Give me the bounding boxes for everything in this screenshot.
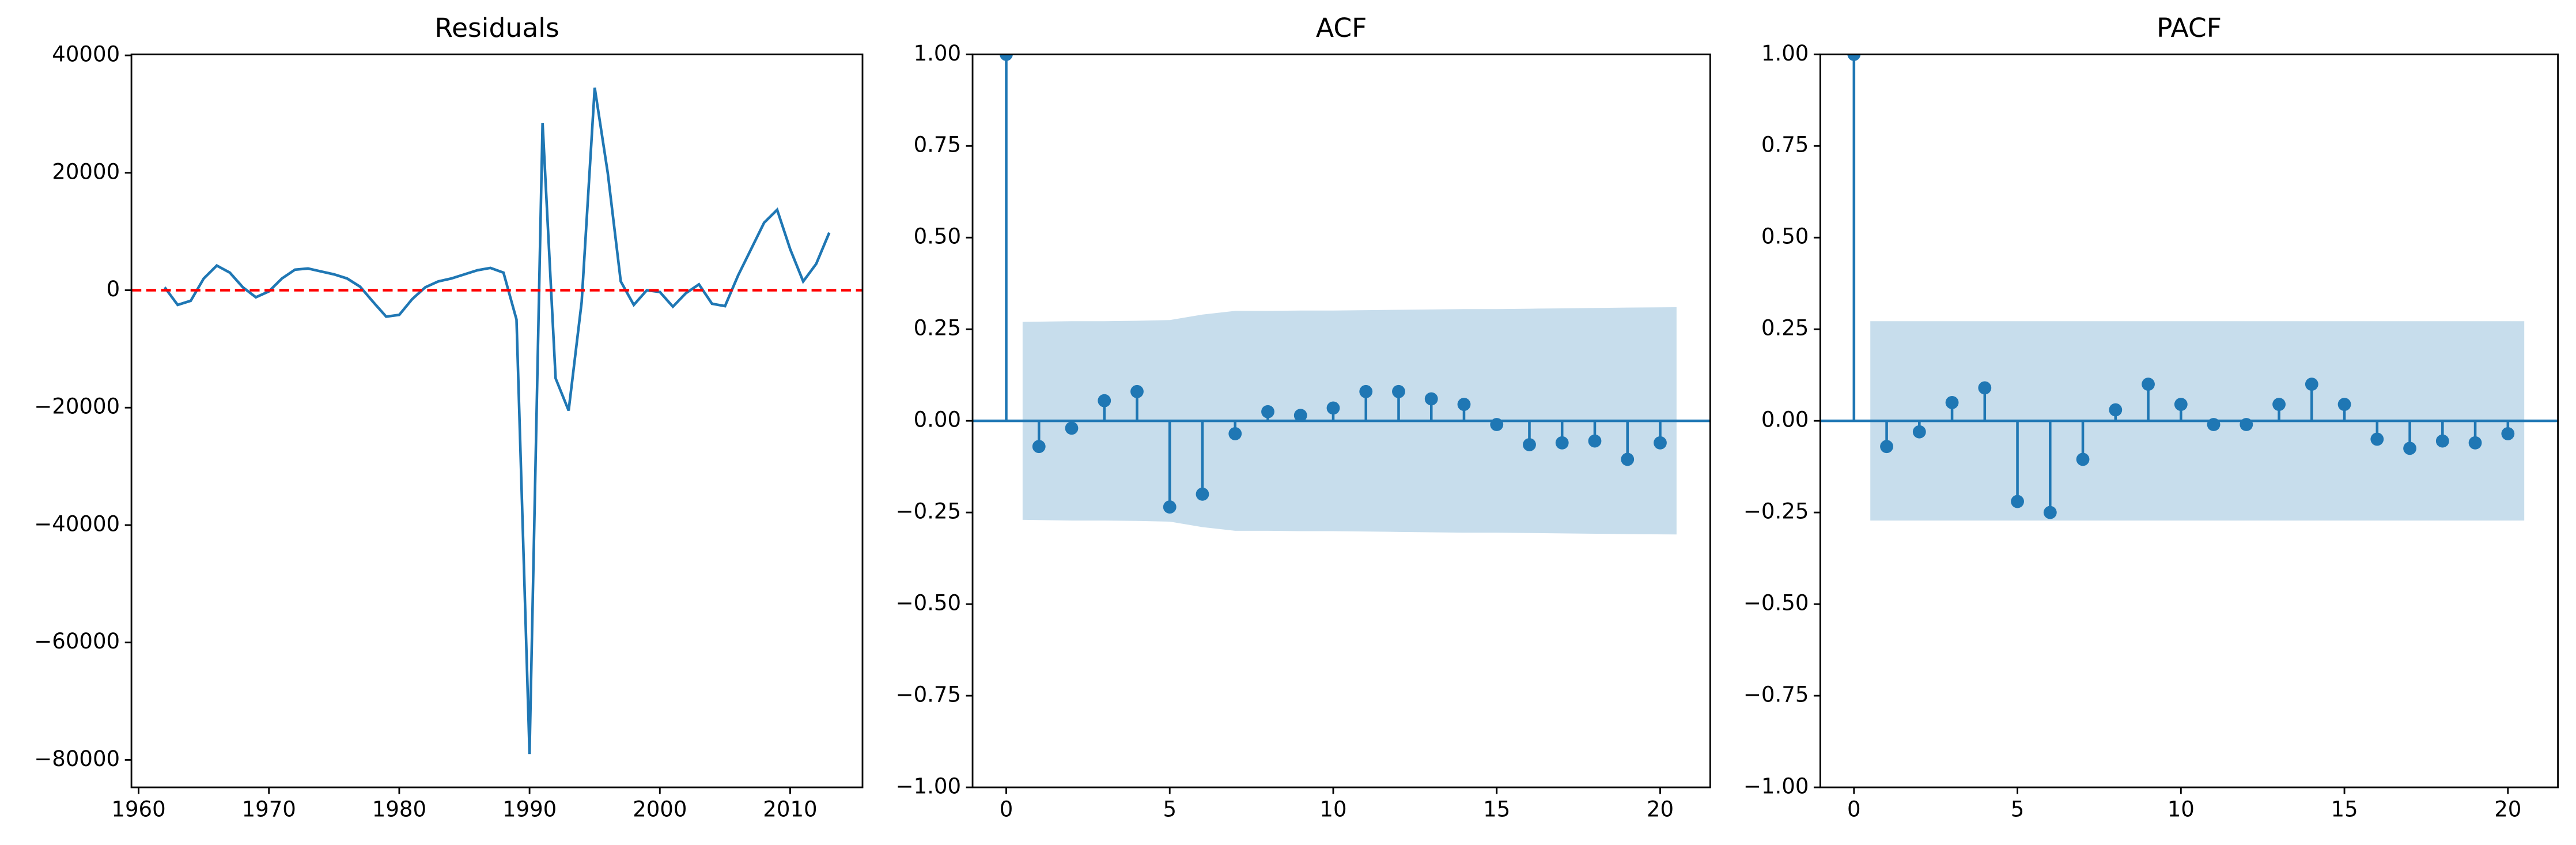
y-tick-label: −0.50 xyxy=(1743,591,1809,616)
stem-marker xyxy=(2305,378,2318,391)
stem-marker xyxy=(1392,384,1405,398)
stem-marker xyxy=(1326,401,1340,415)
stem-marker xyxy=(1293,409,1307,423)
y-tick-label: 1.00 xyxy=(914,41,962,66)
y-tick-label: 0.75 xyxy=(914,133,962,157)
y-tick-label: −60000 xyxy=(34,629,120,654)
subplot: ACF −1.00 −0.75 −0.50 −0.25 0.00 0.25 0.50 0.75 1… xyxy=(896,13,1711,821)
x-tick-label: 5 xyxy=(1163,797,1177,821)
y-tick-label: 0.25 xyxy=(914,316,962,341)
stem-marker xyxy=(2370,432,2384,446)
stem-marker xyxy=(1555,436,1569,450)
stem-marker xyxy=(1490,418,1504,431)
plot-area xyxy=(1820,54,2558,521)
x-tick-label: 15 xyxy=(1483,797,1510,821)
y-tick-label: 20000 xyxy=(52,159,120,184)
y-tick-label: −20000 xyxy=(34,394,120,419)
stem-marker xyxy=(2207,418,2221,431)
x-tick-label: 0 xyxy=(1847,797,1861,821)
stem-marker xyxy=(1065,421,1079,435)
x-tick-label: 15 xyxy=(2331,797,2358,821)
x-tick-label: 1970 xyxy=(242,797,296,821)
stem-marker xyxy=(2501,427,2515,440)
stem-marker xyxy=(1978,381,1992,395)
y-tick-label: −80000 xyxy=(34,746,120,771)
stem-marker xyxy=(1032,440,1046,454)
y-tick-label: −0.50 xyxy=(896,591,962,616)
x-tick-label: 2000 xyxy=(633,797,687,821)
stem-marker xyxy=(2011,495,2024,508)
x-tick-label: 1980 xyxy=(372,797,426,821)
stem-marker xyxy=(2174,398,2188,411)
y-tick-label: 0.00 xyxy=(914,408,962,432)
x-tick-label: 10 xyxy=(2168,797,2195,821)
chart-title: Residuals xyxy=(434,13,559,43)
chart-title: ACF xyxy=(1316,13,1367,43)
x-tick-label: 0 xyxy=(1000,797,1013,821)
stem-marker xyxy=(2142,378,2155,391)
stem-marker xyxy=(1880,440,1893,454)
stem-marker xyxy=(1359,384,1373,398)
stem-marker xyxy=(2043,506,2057,519)
stem-marker xyxy=(1945,395,1959,409)
stem-marker xyxy=(1588,434,1602,448)
x-tick-label: 20 xyxy=(2494,797,2521,821)
x-tick-label: 1960 xyxy=(111,797,165,821)
y-tick-label: −1.00 xyxy=(1743,774,1809,799)
chart-title: PACF xyxy=(2157,13,2222,43)
stem-marker xyxy=(2272,398,2286,411)
stem-marker xyxy=(2076,452,2090,466)
y-tick-label: −0.75 xyxy=(896,682,962,707)
y-tick-label: 40000 xyxy=(52,42,120,67)
y-tick-label: −1.00 xyxy=(896,774,962,799)
y-tick-label: −0.25 xyxy=(896,499,962,524)
y-tick-label: 0.25 xyxy=(1761,316,1809,341)
axes-frame xyxy=(971,53,1711,789)
stem-marker xyxy=(2468,436,2482,450)
y-tick-label: 0 xyxy=(107,277,120,301)
stem-marker xyxy=(1523,438,1536,451)
stem-marker xyxy=(1457,398,1471,411)
stem-marker xyxy=(1000,54,1013,61)
y-tick-label: 0.00 xyxy=(1761,408,1809,432)
x-tick-label: 2010 xyxy=(763,797,817,821)
y-tick-label: −40000 xyxy=(34,511,120,536)
stem-marker xyxy=(2240,418,2253,431)
plot-area xyxy=(131,87,863,755)
stem-marker xyxy=(1424,392,1438,406)
y-tick-label: −0.25 xyxy=(1743,499,1809,524)
x-tick-label: 1990 xyxy=(502,797,557,821)
stem-marker xyxy=(1130,384,1144,398)
y-tick-label: 0.50 xyxy=(1761,224,1809,249)
x-tick-label: 5 xyxy=(2011,797,2025,821)
axes-frame xyxy=(1819,53,2559,789)
stem-marker xyxy=(1847,54,1861,61)
y-tick-label: 0.75 xyxy=(1761,133,1809,157)
stem-marker xyxy=(1228,427,1242,440)
x-tick-label: 10 xyxy=(1319,797,1346,821)
line-series xyxy=(163,87,831,755)
stem-marker xyxy=(2109,403,2123,417)
stem-marker xyxy=(1098,394,1111,408)
y-tick-label: 1.00 xyxy=(1761,41,1809,66)
stem-marker xyxy=(1654,436,1667,450)
stem-marker xyxy=(1912,425,1926,439)
stem-marker xyxy=(1196,487,1209,501)
plot-area xyxy=(973,54,1711,535)
stem-marker xyxy=(1621,452,1635,466)
stem-marker xyxy=(2403,442,2416,455)
x-tick-label: 20 xyxy=(1647,797,1674,821)
subplot: PACF −1.00 −0.75 −0.50 −0.25 0.00 0.25 0.50 0.75… xyxy=(1743,13,2559,821)
stem-marker xyxy=(2435,434,2449,448)
subplot: Residuals −80000 −60000 −40000 −20000 0 20000 4… xyxy=(34,13,864,821)
stem-marker xyxy=(1261,405,1274,418)
axes-frame xyxy=(130,53,864,789)
stem-marker xyxy=(2337,398,2351,411)
y-tick-label: 0.50 xyxy=(914,224,962,249)
stem-marker xyxy=(1163,500,1177,514)
y-tick-label: −0.75 xyxy=(1743,682,1809,707)
